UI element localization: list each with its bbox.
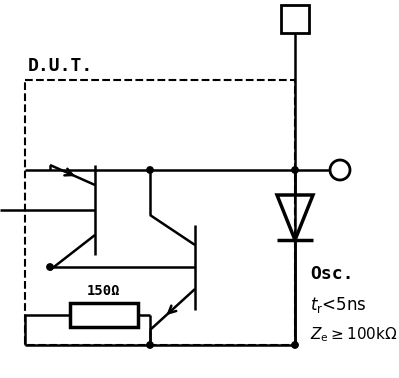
Text: 150Ω: 150Ω (87, 284, 121, 298)
Circle shape (330, 160, 350, 180)
Circle shape (147, 342, 153, 348)
Circle shape (292, 167, 298, 173)
Bar (25, 80, 295, 345)
Text: Osc.: Osc. (310, 265, 354, 283)
Circle shape (292, 342, 298, 348)
Text: $Z_{\rm e}$$\geq$100k$\Omega$: $Z_{\rm e}$$\geq$100k$\Omega$ (310, 325, 397, 344)
Circle shape (47, 264, 53, 270)
Text: $\it{t}_{\rm r}$<5ns: $\it{t}_{\rm r}$<5ns (310, 295, 367, 315)
Circle shape (147, 167, 153, 173)
Text: D.U.T.: D.U.T. (28, 57, 93, 75)
Bar (70, 303, 138, 327)
Bar (281, 5, 309, 33)
